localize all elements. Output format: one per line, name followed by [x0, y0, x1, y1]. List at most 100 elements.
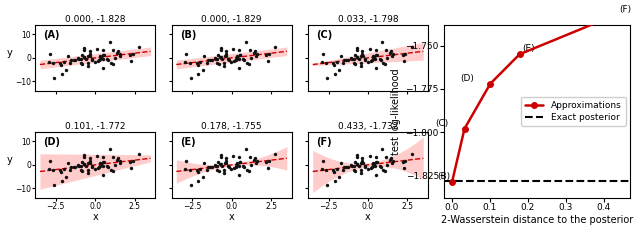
Point — [371, 160, 381, 164]
Point — [59, 167, 69, 170]
Title: 0.033, -1.798: 0.033, -1.798 — [338, 15, 398, 24]
Point — [382, 56, 392, 60]
Point — [79, 46, 90, 50]
X-axis label: 2-Wasserstein distance to the posterior: 2-Wasserstein distance to the posterior — [441, 215, 634, 225]
Point — [251, 161, 261, 165]
Point — [234, 66, 244, 70]
Point — [83, 64, 93, 68]
Point — [207, 166, 217, 169]
Point — [76, 164, 86, 168]
Point — [234, 164, 244, 168]
Point — [376, 58, 386, 62]
Point — [98, 54, 108, 57]
Point — [372, 53, 382, 57]
Point — [357, 159, 367, 163]
Point — [250, 49, 260, 53]
Point — [322, 76, 332, 80]
Point — [261, 160, 271, 164]
Point — [221, 49, 231, 52]
Point — [378, 168, 388, 171]
Point — [332, 60, 342, 64]
Point — [127, 159, 138, 163]
Point — [81, 164, 92, 168]
Point — [195, 167, 205, 170]
Point — [397, 160, 408, 164]
Point — [59, 60, 69, 64]
Point — [84, 49, 95, 52]
Point — [98, 155, 108, 159]
Point — [357, 156, 367, 160]
Point — [44, 167, 54, 171]
Point — [77, 169, 88, 173]
Point — [230, 165, 241, 169]
Point — [109, 163, 120, 167]
Point — [87, 58, 97, 62]
Point — [264, 159, 274, 163]
Point — [385, 159, 395, 162]
Point — [328, 168, 338, 172]
Point — [212, 57, 223, 61]
Point — [343, 59, 353, 62]
Point — [186, 183, 196, 187]
Point — [103, 58, 113, 62]
Point — [346, 56, 356, 59]
Point — [220, 169, 230, 172]
Point — [45, 159, 55, 163]
Point — [339, 165, 349, 169]
Point — [90, 167, 100, 171]
Point — [92, 154, 102, 158]
Text: (C): (C) — [435, 119, 449, 128]
Point — [246, 163, 256, 167]
Point — [97, 57, 108, 61]
Point — [239, 58, 250, 62]
Point — [380, 169, 390, 173]
Point — [219, 171, 229, 174]
Point — [215, 162, 225, 166]
Point — [242, 168, 252, 171]
Point — [77, 160, 87, 164]
Point — [347, 164, 357, 168]
Point — [350, 62, 360, 66]
Point — [70, 59, 81, 62]
Point — [356, 64, 366, 68]
Point — [94, 58, 104, 62]
Point — [209, 56, 220, 59]
Point — [244, 155, 255, 159]
Point — [218, 164, 228, 168]
Point — [202, 168, 212, 172]
Point — [235, 160, 245, 164]
Point — [339, 58, 349, 62]
Point — [378, 147, 388, 150]
Point — [76, 61, 86, 65]
Point — [84, 156, 95, 160]
Point — [212, 164, 223, 168]
Point — [367, 164, 378, 168]
Point — [212, 168, 223, 172]
Point — [49, 76, 60, 80]
Point — [65, 168, 76, 172]
Point — [95, 57, 105, 61]
Point — [112, 52, 122, 55]
Point — [219, 64, 229, 68]
Point — [229, 166, 239, 169]
Point — [73, 163, 83, 166]
Point — [186, 76, 196, 80]
Point — [317, 159, 328, 163]
Point — [367, 165, 377, 169]
Point — [77, 53, 87, 57]
Point — [202, 165, 212, 169]
Point — [218, 57, 228, 61]
Point — [362, 60, 372, 64]
Point — [329, 170, 339, 174]
Point — [371, 48, 381, 52]
Point — [364, 154, 374, 158]
Point — [328, 61, 338, 65]
Point — [198, 175, 208, 179]
Point — [102, 57, 112, 61]
Point — [211, 164, 221, 168]
Point — [84, 52, 95, 56]
Point — [244, 169, 254, 173]
Point — [251, 54, 261, 58]
Text: (E): (E) — [522, 44, 535, 53]
Title: 0.000, -1.828: 0.000, -1.828 — [65, 15, 125, 24]
